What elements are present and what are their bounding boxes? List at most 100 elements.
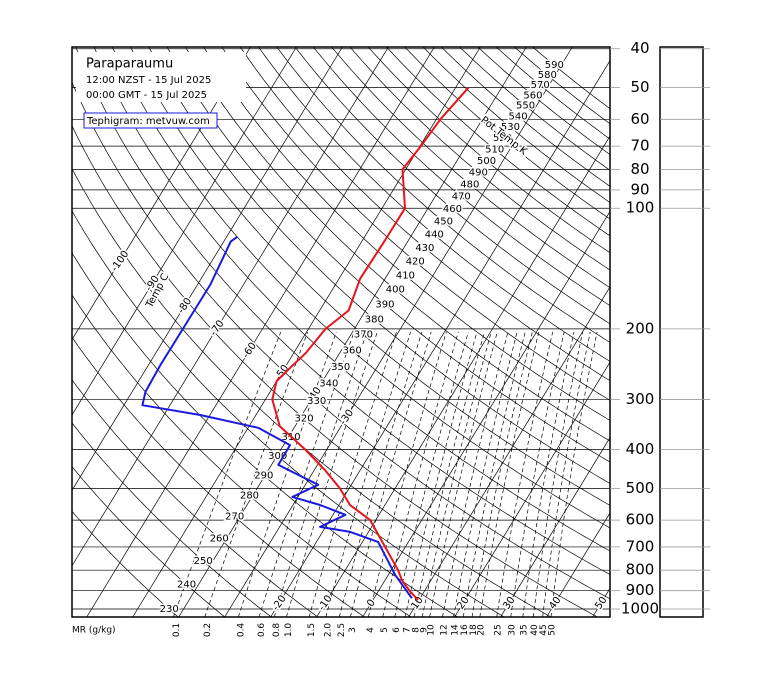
mr-label: 1.5 [307,623,317,637]
y-tick-label: 40 [630,39,649,57]
isentrope-label: 290 [254,470,273,481]
isentrope-label: 250 [194,556,213,567]
isotherm [72,47,297,416]
isotherm [224,47,573,617]
y-tick-label: 70 [630,137,649,155]
isentrope [72,294,412,617]
mixing-ratio-line [237,331,337,617]
mixing-ratio-line [258,331,355,617]
isentrope-label: 500 [477,156,496,167]
mr-label: 16 [460,624,470,636]
mixing-ratio-line [368,331,447,617]
mixing-ratio-line [173,331,282,617]
isentrope [72,252,458,617]
subtitle: 00:00 GMT - 15 Jul 2025 [86,90,207,101]
mixing-ratio-line [542,331,591,617]
isotherm [72,47,343,492]
isentrope [72,210,505,617]
y-tick-label: 100 [626,199,655,217]
label-layer: -100-90-80-70-60-50-40-30-20 -10 0 10 20 30 40… [108,59,611,617]
isentrope [111,47,610,529]
isentrope-label: 460 [443,204,462,215]
isotherm [454,361,610,617]
isentrope-label: 390 [375,299,394,310]
mr-label: 2.5 [337,623,347,637]
mr-label: 0.1 [172,623,182,637]
mr-label: 5 [380,627,390,633]
chart-title: Paraparaumu [86,57,173,72]
mr-label: 6 [392,627,402,633]
mixing-ratio-line [204,331,309,617]
wind-panel [659,46,704,618]
mixing-ratio-line [550,331,598,617]
mr-label: 0.4 [236,623,246,638]
isentrope [72,466,226,617]
y-tick-label: 90 [630,180,649,198]
isentrope [166,47,610,463]
isentrope-label: 530 [501,122,520,133]
mr-label: 1.0 [284,623,294,638]
isentrope [72,336,365,617]
y-tick-label: 1000 [621,600,659,618]
isentrope-label: 420 [406,257,425,268]
isentrope-label: 340 [319,379,338,390]
mixing-ratio-line [286,331,378,617]
mixing-ratio-line [394,331,469,617]
subtitle: 12:00 NZST - 15 Jul 2025 [86,75,211,86]
isentrope [404,47,610,220]
mr-label: 14 [451,624,461,636]
isentrope-label: 350 [331,362,350,373]
y-tick-label: 60 [630,110,649,128]
isentrope-label: 540 [508,111,527,122]
isentrope-label: 490 [469,167,488,178]
mr-label: 2.0 [324,623,334,638]
mr-axis-label: MR (g/kg) [72,626,116,636]
mr-label: 9 [419,627,429,633]
isentrope-label: 360 [343,346,362,357]
title-box [76,52,246,102]
isentrope-label: 370 [354,330,373,341]
isotherm [362,210,610,617]
isentrope-label: 470 [452,192,471,203]
isentrope-label: 230 [160,604,179,615]
isentrope [72,81,610,600]
source-box [83,112,218,129]
isotherm [178,47,527,617]
y-tick-label: 700 [626,537,655,555]
isentrope-label: 480 [460,179,479,190]
isentrope-label: 300 [268,451,287,462]
isotherm [86,47,435,617]
isentrope [72,125,598,617]
mixing-ratio-line [338,331,423,617]
grid-layer [72,47,610,617]
profile-line [141,236,413,599]
mr-label: 45 [539,624,549,635]
y-tick-label: 600 [626,511,655,529]
isentrope-label: 380 [365,314,384,325]
isotherm [72,47,251,341]
mr-label: 0.2 [203,623,213,637]
y-tick-label: 300 [626,390,655,408]
isentrope [441,47,610,187]
isentrope-label: 550 [516,101,535,112]
isotherm [132,47,481,617]
isentrope-label: 400 [386,285,405,296]
isentrope [313,47,610,307]
isentrope-label: 280 [240,491,259,502]
mr-label: 0.6 [257,623,267,638]
mr-label: 20 [477,624,487,636]
isentrope-label: 410 [396,270,415,281]
isentrope [93,47,610,552]
isentrope [368,47,610,254]
mixing-ratio-line [496,331,554,617]
mr-label: 4 [366,627,376,633]
mr-label: 25 [493,624,503,635]
isentrope-label: 440 [425,230,444,241]
isentrope [148,47,610,484]
mr-label: 40 [530,624,540,636]
isentrope [349,47,610,271]
isentrope-label: 240 [177,580,196,591]
y-tick-label: 80 [630,160,649,178]
isentrope-label: 260 [210,533,229,544]
y-tick-label: 400 [626,440,655,458]
